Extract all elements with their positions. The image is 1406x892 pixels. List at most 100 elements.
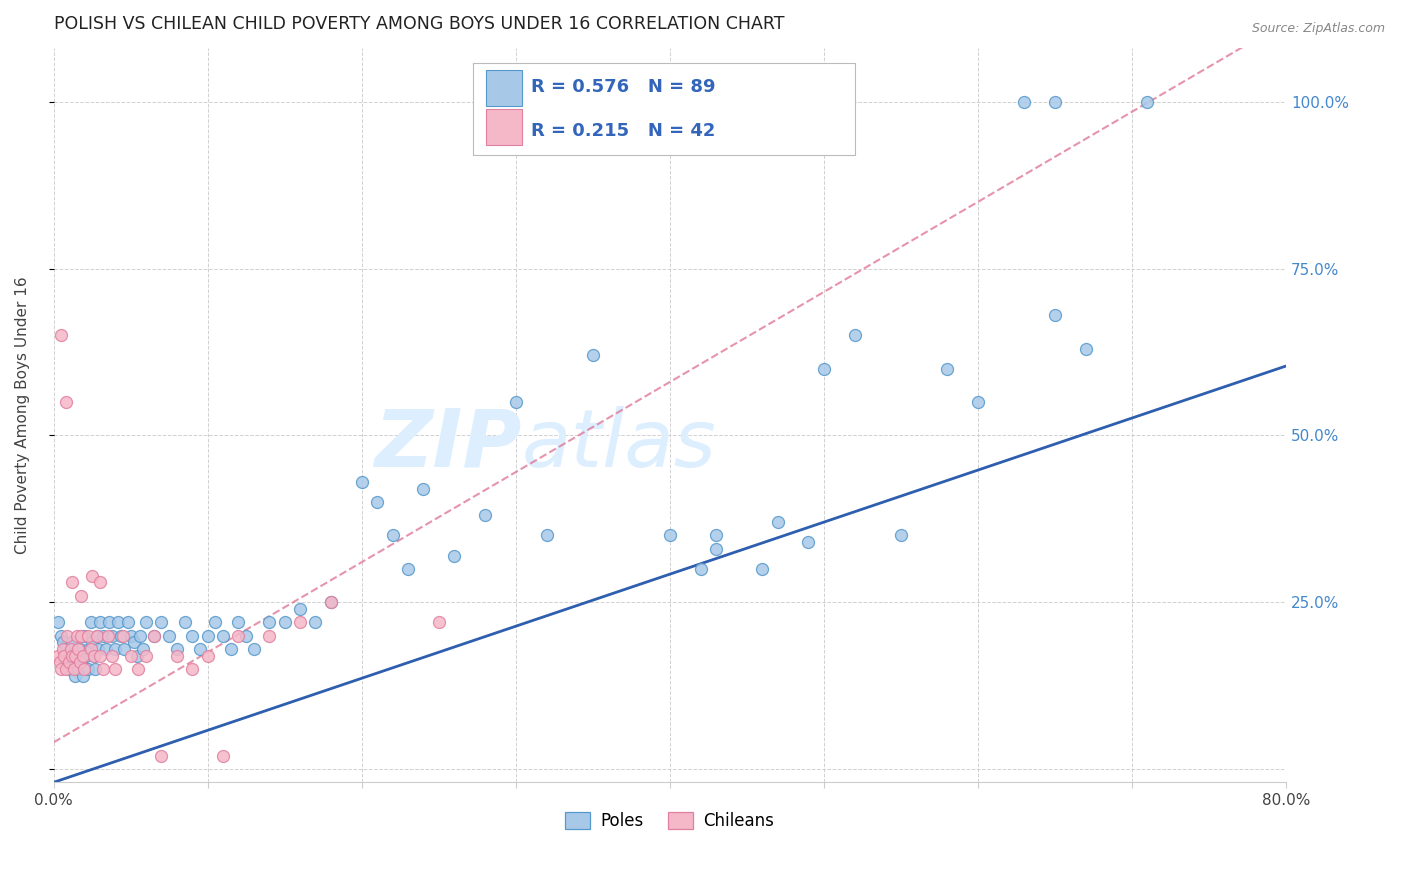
- Point: [67, 641, 90, 656]
- Point: [89, 575, 111, 590]
- Point: [150, 615, 173, 630]
- Point: [94, 641, 117, 656]
- Point: [87, 641, 110, 656]
- Point: [51, 629, 73, 643]
- Point: [273, 615, 295, 630]
- Point: [443, 549, 465, 563]
- Point: [204, 615, 226, 630]
- Point: [66, 648, 89, 663]
- Point: [58, 655, 80, 669]
- Point: [212, 629, 235, 643]
- Point: [69, 655, 91, 669]
- Point: [59, 648, 82, 663]
- Point: [704, 528, 727, 542]
- Point: [1306, 95, 1329, 109]
- Point: [70, 589, 93, 603]
- Point: [166, 641, 188, 656]
- Point: [157, 629, 180, 643]
- Text: atlas: atlas: [522, 406, 717, 483]
- Text: ZIP: ZIP: [374, 406, 522, 483]
- Point: [288, 602, 311, 616]
- Point: [396, 562, 419, 576]
- Point: [60, 635, 83, 649]
- Point: [67, 662, 90, 676]
- Point: [55, 641, 77, 656]
- Point: [49, 655, 72, 669]
- Point: [89, 648, 111, 663]
- Point: [259, 629, 281, 643]
- Point: [844, 328, 866, 343]
- Point: [228, 615, 250, 630]
- Point: [114, 641, 136, 656]
- Point: [110, 629, 132, 643]
- Point: [1136, 95, 1159, 109]
- Point: [70, 629, 93, 643]
- Point: [56, 655, 79, 669]
- Point: [89, 615, 111, 630]
- Point: [366, 495, 388, 509]
- Text: Source: ZipAtlas.com: Source: ZipAtlas.com: [1251, 22, 1385, 36]
- Point: [82, 635, 104, 649]
- Point: [412, 482, 434, 496]
- Point: [966, 395, 988, 409]
- Point: [1043, 308, 1066, 322]
- Point: [58, 662, 80, 676]
- Y-axis label: Child Poverty Among Boys Under 16: Child Poverty Among Boys Under 16: [15, 277, 30, 554]
- Point: [83, 648, 105, 663]
- Point: [122, 635, 145, 649]
- Point: [96, 629, 118, 643]
- Point: [51, 328, 73, 343]
- Text: R = 0.576   N = 89: R = 0.576 N = 89: [530, 78, 716, 96]
- Point: [125, 648, 148, 663]
- Point: [91, 629, 114, 643]
- Point: [704, 541, 727, 556]
- FancyBboxPatch shape: [486, 70, 522, 106]
- Point: [72, 668, 94, 682]
- Point: [936, 361, 959, 376]
- Text: POLISH VS CHILEAN CHILD POVERTY AMONG BOYS UNDER 16 CORRELATION CHART: POLISH VS CHILEAN CHILD POVERTY AMONG BO…: [53, 15, 785, 33]
- Point: [536, 528, 558, 542]
- Point: [86, 629, 108, 643]
- Point: [52, 635, 75, 649]
- Point: [53, 648, 76, 663]
- Point: [288, 615, 311, 630]
- Point: [142, 629, 165, 643]
- Point: [120, 629, 142, 643]
- Point: [70, 655, 93, 669]
- Point: [1043, 95, 1066, 109]
- Point: [350, 475, 373, 489]
- Point: [304, 615, 326, 630]
- Point: [142, 629, 165, 643]
- Point: [63, 648, 86, 663]
- Point: [79, 615, 101, 630]
- Point: [582, 348, 605, 362]
- Point: [658, 528, 681, 542]
- Point: [1012, 95, 1035, 109]
- Point: [173, 615, 195, 630]
- Point: [46, 648, 69, 663]
- Point: [1074, 342, 1097, 356]
- Point: [188, 641, 211, 656]
- Point: [813, 361, 835, 376]
- Point: [689, 562, 711, 576]
- Point: [474, 508, 496, 523]
- Point: [107, 615, 129, 630]
- Point: [73, 629, 96, 643]
- Point: [51, 662, 73, 676]
- Point: [120, 648, 142, 663]
- Point: [55, 662, 77, 676]
- Point: [104, 662, 127, 676]
- Point: [111, 629, 134, 643]
- Point: [135, 615, 157, 630]
- Point: [181, 629, 204, 643]
- Point: [797, 535, 820, 549]
- Point: [62, 655, 84, 669]
- Point: [212, 748, 235, 763]
- Point: [127, 662, 149, 676]
- Point: [505, 395, 527, 409]
- Point: [235, 629, 257, 643]
- Point: [76, 662, 98, 676]
- FancyBboxPatch shape: [486, 110, 522, 145]
- Point: [82, 568, 104, 582]
- Point: [135, 648, 157, 663]
